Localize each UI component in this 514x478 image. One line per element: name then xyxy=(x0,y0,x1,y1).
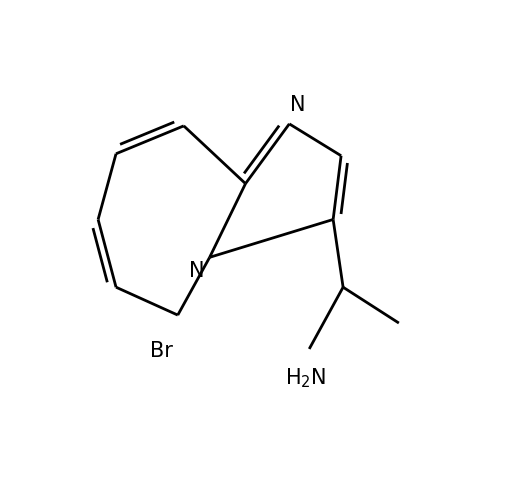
Text: Br: Br xyxy=(151,341,173,361)
Text: N: N xyxy=(289,95,305,115)
Text: N: N xyxy=(189,261,205,282)
Text: H$_2$N: H$_2$N xyxy=(285,367,326,391)
